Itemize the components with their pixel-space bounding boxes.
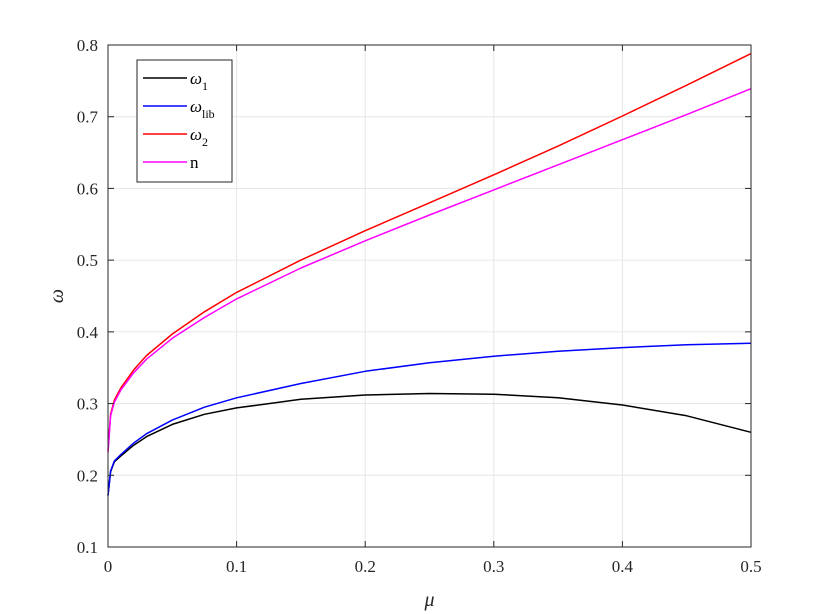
legend-label: ωlib bbox=[190, 97, 215, 121]
y-axis-label: ω bbox=[46, 289, 68, 303]
x-tick-label: 0.5 bbox=[740, 557, 761, 576]
series-line-0 bbox=[107, 392, 752, 496]
x-tick-label: 0.3 bbox=[483, 557, 504, 576]
x-axis-label: μ bbox=[423, 589, 434, 611]
legend-label: ω2 bbox=[190, 125, 208, 149]
series-line-2 bbox=[107, 52, 752, 451]
x-tick-labels: 0 0.1 0.2 0.3 0.4 0.5 bbox=[104, 557, 762, 576]
y-tick-label: 0.1 bbox=[77, 538, 98, 557]
y-tick-label: 0.2 bbox=[77, 466, 98, 485]
y-tick-label: 0.6 bbox=[77, 179, 98, 198]
y-tick-label: 0.7 bbox=[77, 108, 99, 127]
series-lines bbox=[107, 52, 752, 496]
y-tick-label: 0.8 bbox=[77, 36, 98, 55]
y-tick-label: 0.5 bbox=[77, 251, 98, 270]
series-line-1 bbox=[107, 342, 752, 496]
legend-label: ω1 bbox=[190, 69, 208, 93]
x-tick-label: 0.1 bbox=[226, 557, 247, 576]
y-tick-labels: 0.1 0.2 0.3 0.4 0.5 0.6 0.7 0.8 bbox=[77, 36, 99, 557]
legend-label: n bbox=[190, 153, 199, 172]
legend: ω1 ωlib ω2 n bbox=[136, 59, 233, 183]
tick-marks bbox=[107, 44, 752, 548]
x-tick-label: 0.2 bbox=[355, 557, 376, 576]
y-tick-label: 0.3 bbox=[77, 395, 98, 414]
x-tick-label: 0.4 bbox=[612, 557, 634, 576]
series-line-3 bbox=[107, 88, 752, 453]
x-tick-label: 0 bbox=[104, 557, 113, 576]
axes-box bbox=[107, 44, 752, 548]
y-tick-label: 0.4 bbox=[77, 323, 99, 342]
